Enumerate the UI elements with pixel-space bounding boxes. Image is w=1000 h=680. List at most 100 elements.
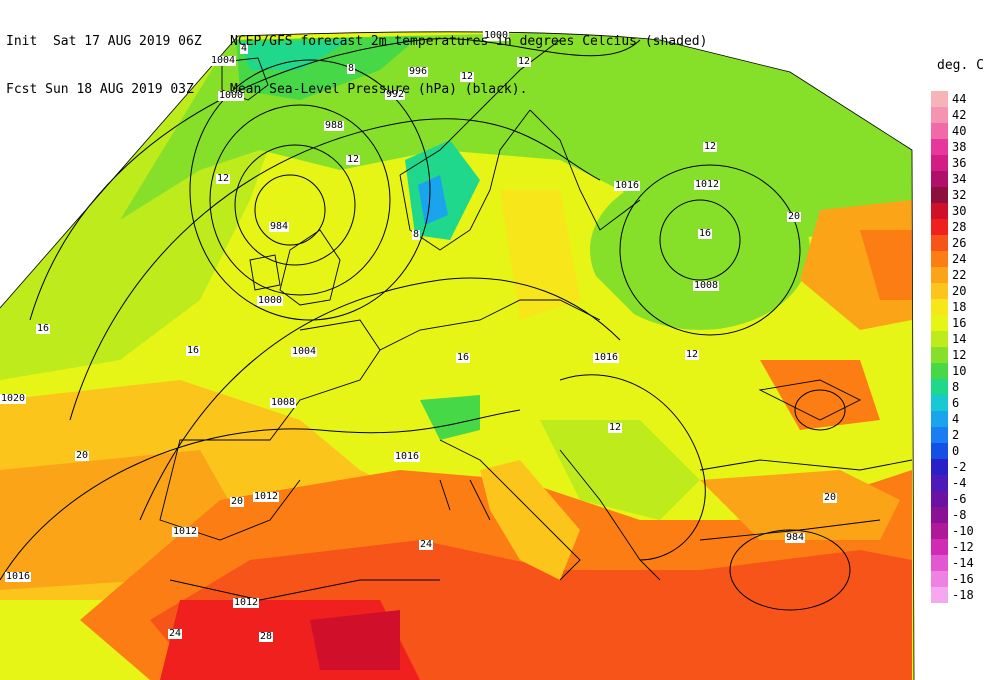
isobar-label: 1012 bbox=[172, 526, 199, 537]
legend-swatch bbox=[931, 139, 948, 155]
legend-swatch bbox=[931, 507, 948, 523]
legend-swatch bbox=[931, 123, 948, 139]
legend-swatch bbox=[931, 203, 948, 219]
legend-item: 40 bbox=[931, 123, 991, 139]
legend-swatch bbox=[931, 523, 948, 539]
legend-label: 24 bbox=[952, 252, 967, 266]
legend-swatch bbox=[931, 235, 948, 251]
temp-label: 20 bbox=[230, 496, 245, 507]
isobar-label: 1004 bbox=[291, 346, 318, 357]
legend-item: 18 bbox=[931, 299, 991, 315]
legend-item: -18 bbox=[931, 587, 991, 603]
legend-label: 22 bbox=[952, 268, 967, 282]
legend-swatch bbox=[931, 331, 948, 347]
isobar-label: 1016 bbox=[614, 180, 641, 191]
legend-swatch bbox=[931, 187, 948, 203]
isobar-label: 984 bbox=[269, 221, 290, 232]
legend-label: -10 bbox=[952, 524, 974, 538]
legend-label: -14 bbox=[952, 556, 974, 570]
isobar-label: 1008 bbox=[693, 280, 720, 291]
temp-label: 20 bbox=[823, 492, 838, 503]
legend-label: 6 bbox=[952, 396, 960, 410]
isobars bbox=[0, 38, 851, 611]
isobar-label: 1000 bbox=[483, 30, 510, 41]
legend-item: -8 bbox=[931, 507, 991, 523]
legend-item: 36 bbox=[931, 155, 991, 171]
temp-label: 16 bbox=[186, 345, 201, 356]
isobar-label: 1016 bbox=[593, 352, 620, 363]
isobar-label: 1000 bbox=[257, 295, 284, 306]
legend-label: -6 bbox=[952, 492, 967, 506]
isobar-label: 984 bbox=[785, 532, 806, 543]
legend-swatch bbox=[931, 427, 948, 443]
legend-item: -6 bbox=[931, 491, 991, 507]
legend-swatch bbox=[931, 411, 948, 427]
legend-item: 4 bbox=[931, 411, 991, 427]
isobar-label: 1008 bbox=[270, 397, 297, 408]
map-subtitle: Mean Sea-Level Pressure (hPa) (black). bbox=[230, 82, 528, 97]
legend-label: 44 bbox=[952, 92, 967, 106]
legend-item: 44 bbox=[931, 91, 991, 107]
legend-item: 16 bbox=[931, 315, 991, 331]
temp-label: 28 bbox=[259, 631, 274, 642]
isobar-label: 1012 bbox=[233, 597, 260, 608]
legend-item: 42 bbox=[931, 107, 991, 123]
legend-swatch bbox=[931, 587, 948, 603]
legend-swatch bbox=[931, 555, 948, 571]
legend-item: 34 bbox=[931, 171, 991, 187]
legend-item: 26 bbox=[931, 235, 991, 251]
legend-title: deg. C bbox=[937, 58, 984, 73]
legend-swatch bbox=[931, 171, 948, 187]
legend-item: -12 bbox=[931, 539, 991, 555]
temp-label: 16 bbox=[698, 228, 713, 239]
legend-swatch bbox=[931, 539, 948, 555]
legend-swatch bbox=[931, 571, 948, 587]
legend-label: 26 bbox=[952, 236, 967, 250]
legend-item: 28 bbox=[931, 219, 991, 235]
legend-label: -18 bbox=[952, 588, 974, 602]
legend-item: 0 bbox=[931, 443, 991, 459]
isobar-label: 1016 bbox=[394, 451, 421, 462]
temp-label: 12 bbox=[685, 349, 700, 360]
legend-label: -12 bbox=[952, 540, 974, 554]
legend-item: -4 bbox=[931, 475, 991, 491]
legend-item: 8 bbox=[931, 379, 991, 395]
legend-item: 24 bbox=[931, 251, 991, 267]
temp-label: 16 bbox=[36, 323, 51, 334]
legend-label: 20 bbox=[952, 284, 967, 298]
legend-item: 14 bbox=[931, 331, 991, 347]
temp-label: 20 bbox=[75, 450, 90, 461]
legend-item: -14 bbox=[931, 555, 991, 571]
legend-swatch bbox=[931, 459, 948, 475]
map-header: Init Sat 17 AUG 2019 06Z Fcst Sun 18 AUG… bbox=[6, 2, 707, 130]
legend-item: 2 bbox=[931, 427, 991, 443]
temp-label: 12 bbox=[517, 56, 532, 67]
map-title: NCEP/GFS forecast 2m temperatures in deg… bbox=[230, 34, 708, 49]
legend-swatch bbox=[931, 347, 948, 363]
legend-swatch bbox=[931, 491, 948, 507]
isobar-label: 1020 bbox=[0, 393, 27, 404]
legend-item: 20 bbox=[931, 283, 991, 299]
legend-label: 40 bbox=[952, 124, 967, 138]
legend-swatch bbox=[931, 395, 948, 411]
isobar-label: 1000 bbox=[218, 90, 245, 101]
legend-label: 34 bbox=[952, 172, 967, 186]
legend-label: 36 bbox=[952, 156, 967, 170]
legend-swatch bbox=[931, 155, 948, 171]
temp-label: 8 bbox=[347, 63, 356, 74]
legend-label: 0 bbox=[952, 444, 960, 458]
temp-label: 24 bbox=[419, 539, 434, 550]
temp-label: 4 bbox=[240, 43, 249, 54]
legend-swatch bbox=[931, 363, 948, 379]
legend-swatch bbox=[931, 299, 948, 315]
legend-swatch bbox=[931, 251, 948, 267]
legend-swatch bbox=[931, 267, 948, 283]
isobar-label: 1004 bbox=[210, 55, 237, 66]
legend-swatch bbox=[931, 283, 948, 299]
temp-label: 12 bbox=[608, 422, 623, 433]
isobar-label: 1016 bbox=[5, 571, 32, 582]
legend-swatch bbox=[931, 443, 948, 459]
legend-label: 10 bbox=[952, 364, 967, 378]
isobar-label: 988 bbox=[324, 120, 345, 131]
legend-swatch bbox=[931, 315, 948, 331]
